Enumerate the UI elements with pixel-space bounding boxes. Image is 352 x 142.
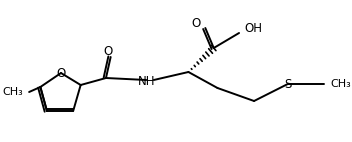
Text: O: O: [191, 16, 201, 30]
Text: O: O: [56, 66, 65, 80]
Text: NH: NH: [138, 75, 155, 87]
Text: CH₃: CH₃: [330, 79, 351, 89]
Text: CH₃: CH₃: [3, 87, 24, 97]
Text: OH: OH: [245, 21, 263, 35]
Text: O: O: [103, 44, 113, 58]
Text: S: S: [284, 78, 291, 90]
